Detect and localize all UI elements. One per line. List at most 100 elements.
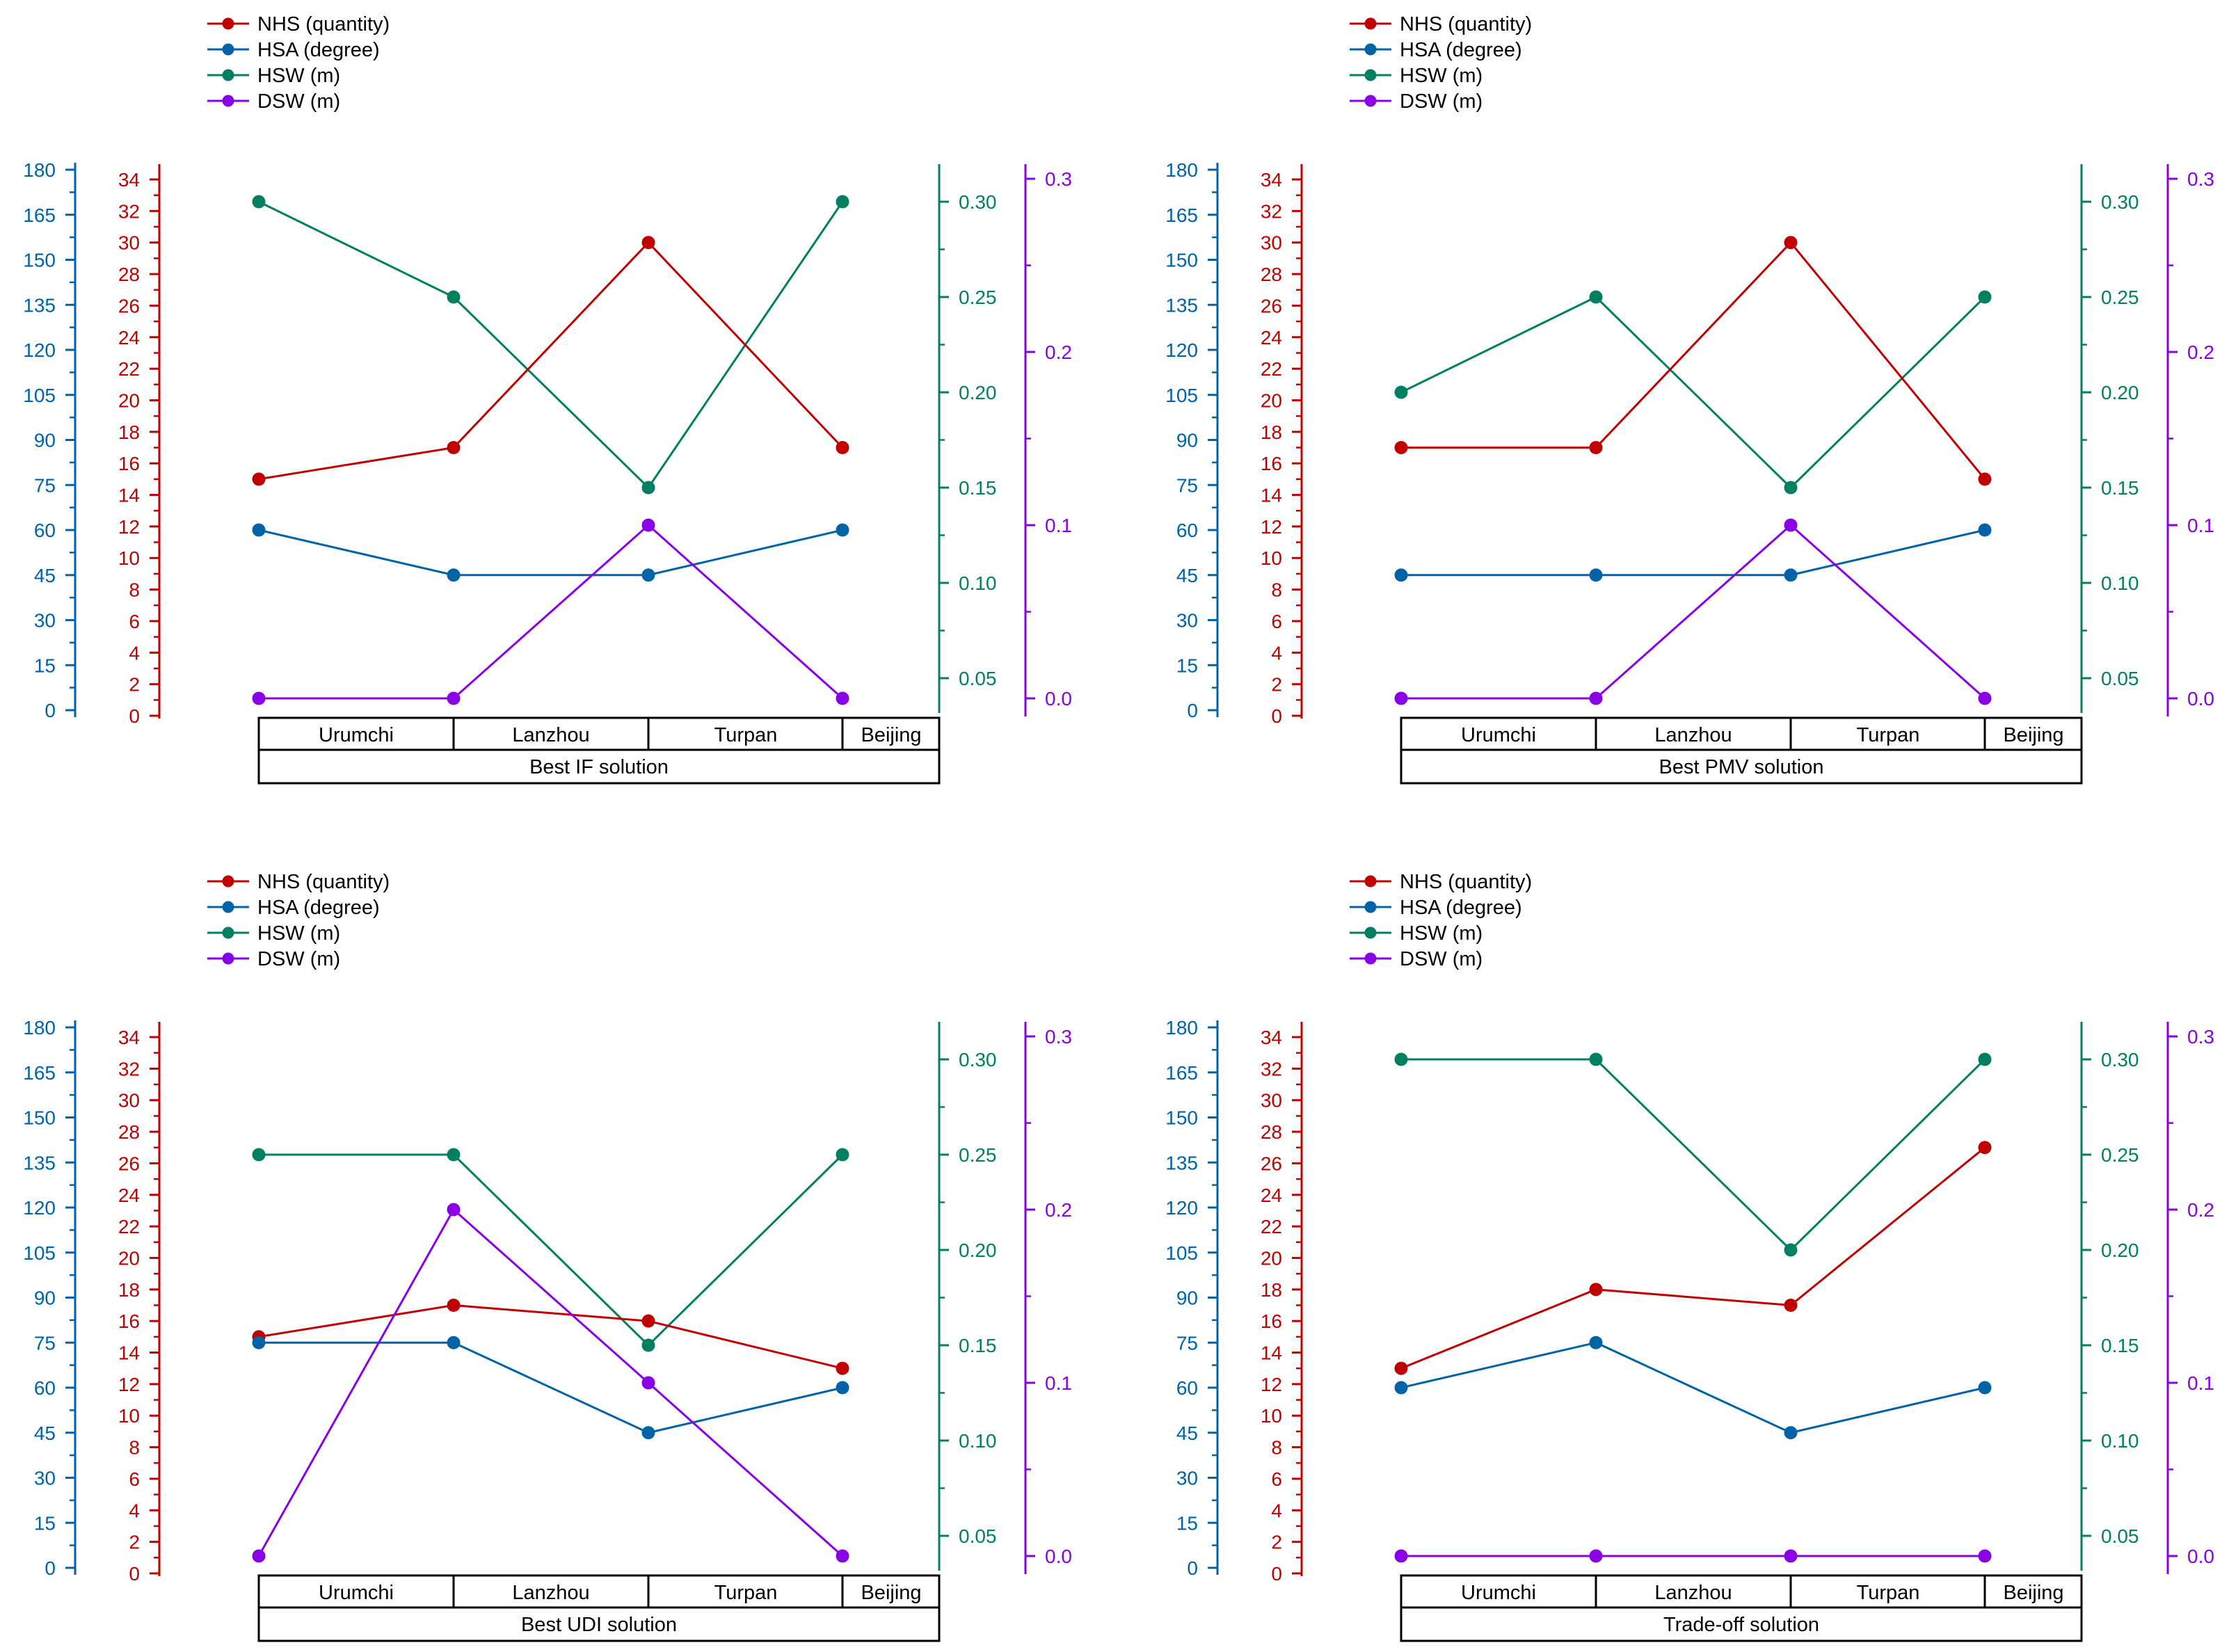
- data-point-hsw-turpan: [641, 1338, 655, 1352]
- chart-title: Trade-off solution: [1663, 1614, 1819, 1636]
- tick-label-hsw: 0.20: [2101, 1240, 2139, 1261]
- legend-label-hsw: HSW (m): [257, 65, 340, 87]
- tick-label-hsw: 0.30: [959, 1049, 997, 1070]
- tick-label-hsw: 0.30: [2101, 191, 2139, 213]
- series-nhs: [1394, 236, 1992, 486]
- tick-label-nhs: 24: [118, 1185, 140, 1206]
- tick-label-nhs: 2: [129, 1532, 140, 1553]
- series-nhs: [1394, 1141, 1992, 1375]
- tick-label-nhs: 16: [118, 453, 140, 474]
- tick-label-hsa: 60: [1176, 1377, 1198, 1399]
- tick-label-nhs: 4: [129, 1500, 140, 1521]
- tick-label-nhs: 34: [1261, 1027, 1282, 1048]
- tick-label-hsa: 45: [34, 565, 56, 586]
- data-point-nhs-urumchi: [252, 472, 266, 486]
- legend-entry-hsw: HSW (m): [1350, 922, 1483, 945]
- chart-panel-4: NHS (quantity) HSA (degree) HSW (m) DSW (m)…: [1165, 871, 2214, 1642]
- data-point-hsa-beijing: [1978, 1381, 1992, 1395]
- tick-label-nhs: 8: [129, 579, 140, 601]
- tick-label-hsa: 165: [1165, 205, 1198, 226]
- tick-label-dsw: 0.0: [1045, 688, 1072, 709]
- legend-entry-dsw: DSW (m): [1350, 90, 1483, 113]
- axis-hsa: 0 15 30 45 60 75 90 105 120 135 150 165 180: [1165, 1017, 1219, 1579]
- legend-label-dsw: DSW (m): [1400, 90, 1483, 113]
- data-point-hsw-urumchi: [252, 195, 266, 209]
- legend: NHS (quantity) HSA (degree) HSW (m) DSW (m): [207, 13, 390, 113]
- data-point-hsw-urumchi: [252, 1148, 266, 1162]
- tick-label-hsw: 0.20: [2101, 382, 2139, 403]
- data-point-nhs-beijing: [1978, 1141, 1992, 1155]
- series-line-hsw: [1400, 296, 1986, 490]
- tick-label-hsa: 60: [34, 1377, 56, 1399]
- tick-label-hsw: 0.15: [2101, 1335, 2139, 1356]
- legend-marker-hsw: [1364, 927, 1377, 939]
- series-line-hsa: [1401, 529, 1986, 577]
- chart-title: Best PMV solution: [1659, 756, 1824, 778]
- data-point-nhs-lanzhou: [447, 1299, 461, 1312]
- legend-marker-nhs: [1364, 17, 1377, 30]
- tick-label-hsa: 75: [34, 1332, 56, 1354]
- series-line-dsw: [257, 1208, 843, 1557]
- tick-label-nhs: 16: [1261, 453, 1282, 474]
- legend-label-nhs: NHS (quantity): [257, 871, 390, 893]
- tick-label-hsa: 45: [1176, 565, 1198, 586]
- axis-hsw: 0.05 0.10 0.15 0.20 0.25 0.30: [938, 1022, 997, 1571]
- legend-marker-nhs: [222, 17, 234, 30]
- tick-label-hsw: 0.30: [2101, 1049, 2139, 1070]
- tick-label-hsa: 15: [34, 655, 56, 676]
- legend-marker-dsw: [1364, 952, 1377, 965]
- legend-entry-nhs: NHS (quantity): [207, 13, 390, 35]
- tick-label-dsw: 0.1: [2187, 515, 2214, 536]
- tick-label-hsa: 60: [34, 520, 56, 541]
- tick-label-nhs: 34: [118, 1027, 140, 1048]
- tick-label-nhs: 12: [118, 516, 140, 538]
- tick-label-hsa: 165: [1165, 1062, 1198, 1084]
- tick-label-hsw: 0.05: [959, 1525, 997, 1547]
- tick-label-nhs: 16: [118, 1310, 140, 1332]
- tick-label-hsa: 135: [1165, 294, 1198, 316]
- tick-label-hsw: 0.25: [2101, 287, 2139, 308]
- data-point-dsw-beijing: [836, 1549, 849, 1563]
- legend-marker-dsw: [222, 95, 234, 107]
- data-point-nhs-lanzhou: [447, 441, 461, 454]
- series-hsa: [252, 523, 849, 582]
- legend-marker-hsw: [222, 69, 234, 81]
- series-hsw: [1394, 1052, 1992, 1257]
- data-point-dsw-turpan: [641, 518, 655, 532]
- tick-label-nhs: 26: [118, 295, 140, 316]
- tick-label-dsw: 0.2: [2187, 342, 2214, 363]
- data-point-dsw-urumchi: [1394, 691, 1408, 705]
- series-line-nhs: [258, 241, 844, 481]
- category-label-urumchi: Urumchi: [319, 724, 394, 746]
- chart-title: Best UDI solution: [521, 1614, 677, 1636]
- data-point-hsa-turpan: [1784, 1426, 1798, 1440]
- tick-label-nhs: 24: [1261, 1185, 1282, 1206]
- series-line-hsa: [259, 1341, 843, 1434]
- tick-label-hsa: 120: [1165, 1197, 1198, 1219]
- data-point-hsw-urumchi: [1394, 1052, 1408, 1066]
- tick-label-nhs: 24: [1261, 327, 1282, 348]
- legend-marker-nhs: [1364, 875, 1377, 888]
- series-hsa: [252, 1336, 849, 1440]
- data-point-nhs-urumchi: [1394, 1361, 1408, 1375]
- legend-marker-nhs: [222, 875, 234, 888]
- tick-label-nhs: 14: [118, 485, 140, 506]
- category-label-turpan: Turpan: [714, 724, 778, 746]
- tick-label-hsw: 0.25: [2101, 1144, 2139, 1166]
- legend-label-dsw: DSW (m): [257, 948, 340, 970]
- tick-label-nhs: 16: [1261, 1310, 1282, 1332]
- tick-label-hsa: 105: [1165, 1242, 1198, 1264]
- data-point-hsw-beijing: [836, 1148, 849, 1162]
- data-point-hsw-turpan: [1784, 1243, 1798, 1257]
- category-label-lanzhou: Lanzhou: [1654, 1582, 1732, 1604]
- tick-label-nhs: 22: [1261, 358, 1282, 380]
- data-point-dsw-beijing: [1978, 1549, 1992, 1563]
- legend-entry-dsw: DSW (m): [207, 90, 340, 113]
- category-label-turpan: Turpan: [714, 1582, 778, 1604]
- legend: NHS (quantity) HSA (degree) HSW (m) DSW (m): [1350, 13, 1532, 113]
- tick-label-nhs: 30: [1261, 232, 1282, 254]
- tick-label-nhs: 0: [1271, 1563, 1282, 1585]
- data-point-hsw-beijing: [836, 195, 849, 209]
- tick-label-hsa: 60: [1176, 520, 1198, 541]
- data-point-hsa-turpan: [641, 1426, 655, 1440]
